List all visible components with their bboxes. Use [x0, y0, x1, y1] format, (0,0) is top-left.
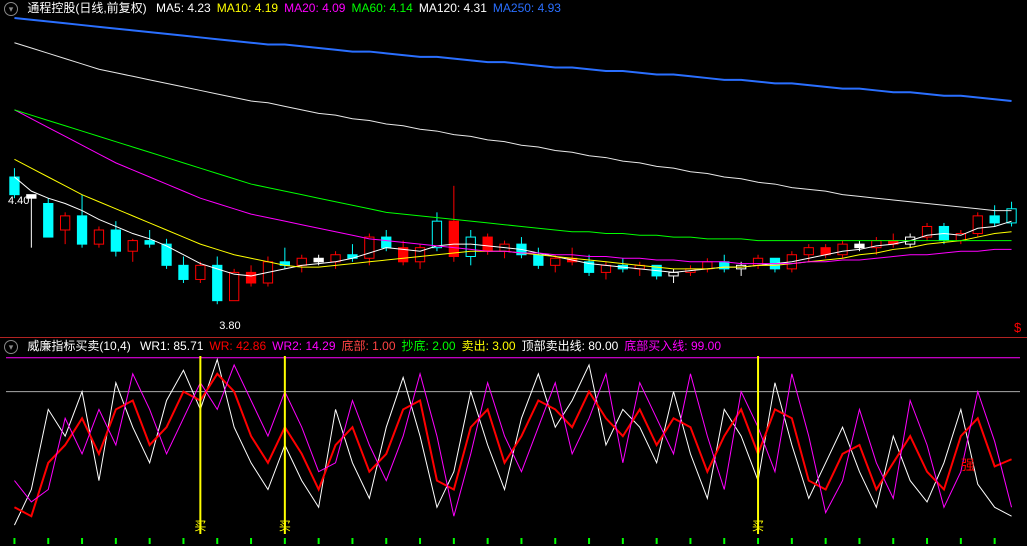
price-header: ▾ 通程控股(日线,前复权) MA5: 4.23 MA10: 4.19 MA20: … [0, 0, 573, 16]
price-svg[interactable]: $ [0, 0, 1027, 338]
osc-legend-底部: 底部: 1.00 [342, 339, 396, 353]
osc-legend-WR1: WR1: 85.71 [140, 339, 203, 353]
buy-marker: 买 [194, 519, 206, 533]
williams-panel: ▾ 威廉指标买卖(10,4) WR1: 85.71 WR: 42.86 WR2: 1… [0, 338, 1027, 546]
buy-marker: 买 [752, 519, 764, 533]
strong-marker: 强 [961, 457, 975, 473]
ma-legend-ma10: MA10: 4.19 [217, 1, 278, 15]
ma-legend-ma5: MA5: 4.23 [156, 1, 211, 15]
ma-legend-ma120: MA120: 4.31 [419, 1, 487, 15]
price-high-label: 4.40 [8, 195, 29, 207]
ma-legend-ma20: MA20: 4.09 [284, 1, 345, 15]
panel-menu-icon[interactable]: ▾ [4, 2, 18, 16]
ma-legend-ma250: MA250: 4.93 [493, 1, 561, 15]
osc-legend-WR2: WR2: 14.29 [272, 339, 335, 353]
osc-header: ▾ 威廉指标买卖(10,4) WR1: 85.71 WR: 42.86 WR2: 1… [0, 338, 733, 354]
panel-menu-icon[interactable]: ▾ [4, 340, 18, 354]
ma-legend-ma60: MA60: 4.14 [351, 1, 412, 15]
price-low-label: 3.80 [219, 320, 240, 332]
osc-legend-顶部卖出线: 顶部卖出线: 80.00 [522, 339, 619, 353]
price-title: 通程控股(日线,前复权) [27, 1, 146, 15]
osc-legend-抄底: 抄底: 2.00 [402, 339, 456, 353]
price-chart-panel: ▾ 通程控股(日线,前复权) MA5: 4.23 MA10: 4.19 MA20: … [0, 0, 1027, 338]
dollar-icon: $ [1014, 320, 1022, 335]
osc-svg[interactable]: 买 买 买 强 [0, 338, 1027, 546]
osc-title: 威廉指标买卖(10,4) [27, 339, 130, 353]
osc-legend-卖出: 卖出: 3.00 [462, 339, 516, 353]
buy-marker: 买 [279, 519, 291, 533]
osc-legend-底部买入线: 底部买入线: 99.00 [624, 339, 721, 353]
osc-legend-WR: WR: 42.86 [209, 339, 266, 353]
